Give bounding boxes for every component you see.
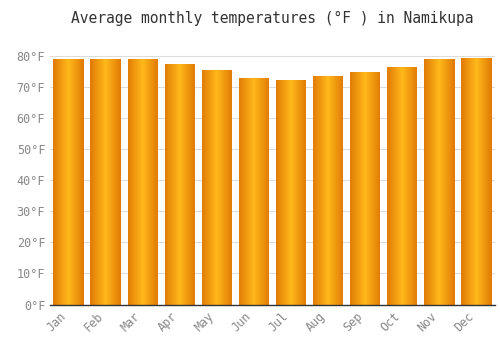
Title: Average monthly temperatures (°F ) in Namikupa: Average monthly temperatures (°F ) in Na… xyxy=(72,11,474,26)
